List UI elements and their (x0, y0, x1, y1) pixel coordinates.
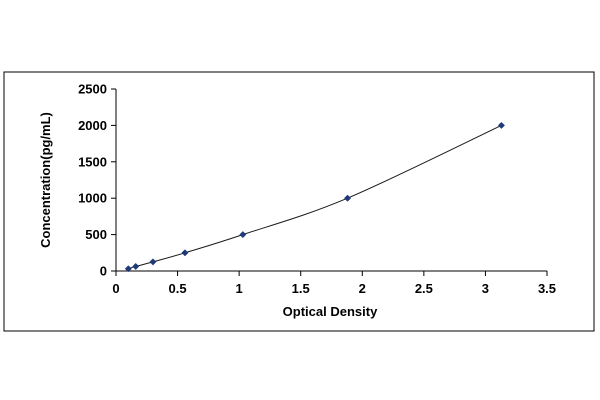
x-tick-label: 0 (112, 281, 119, 296)
data-point-marker (132, 262, 140, 271)
data-point-marker (124, 265, 132, 273)
y-tick-label: 0 (100, 264, 107, 279)
y-axis-title: Concentration(pg/mL) (38, 112, 53, 248)
x-tick-label: 1.5 (292, 281, 310, 296)
data-point-marker (149, 258, 157, 266)
y-axis-ticks: 0 500 1000 1500 2000 2500 (78, 82, 116, 279)
x-axis-title: Optical Density (283, 304, 378, 319)
x-tick-label: 1 (236, 281, 243, 296)
x-tick-label: 2 (359, 281, 366, 296)
y-tick-label: 1500 (78, 154, 107, 169)
x-tick-label: 3.5 (538, 281, 556, 296)
x-tick-label: 3 (482, 281, 489, 296)
data-point-marker (239, 231, 247, 239)
x-axis-ticks: 0 0.5 1 1.5 2 2.5 3 3.5 (112, 271, 556, 296)
x-tick-label: 2.5 (415, 281, 433, 296)
figure-frame (3, 71, 595, 332)
y-tick-label: 1000 (78, 191, 107, 206)
x-tick-label: 0.5 (169, 281, 187, 296)
data-point-marker (343, 194, 352, 202)
y-tick-label: 2500 (78, 82, 107, 97)
data-points (124, 121, 505, 273)
y-tick-label: 500 (85, 227, 107, 242)
y-tick-label: 2000 (78, 118, 107, 133)
data-point-marker (181, 249, 189, 257)
data-point-marker (497, 121, 505, 129)
